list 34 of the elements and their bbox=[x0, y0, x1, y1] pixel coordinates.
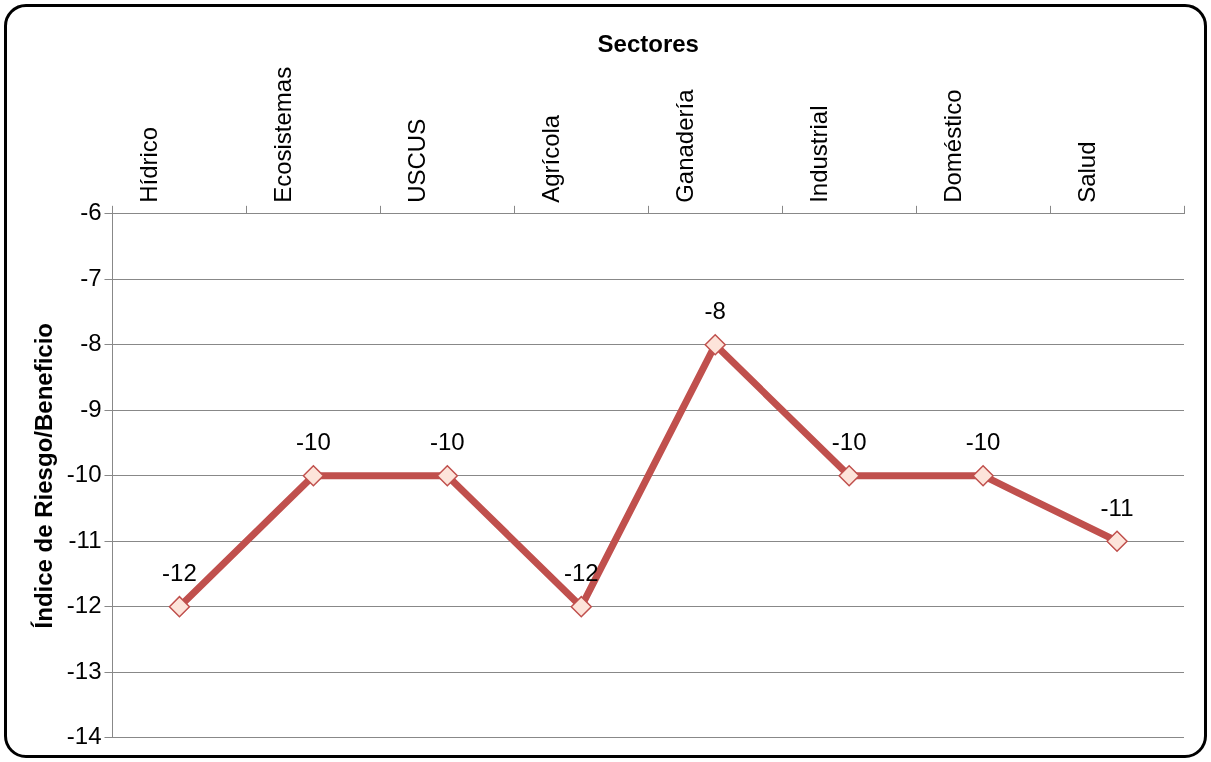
y-tick-label: -8 bbox=[80, 329, 102, 357]
x-tick-label: Hídrico bbox=[135, 126, 163, 203]
y-tick-label: -13 bbox=[66, 656, 102, 684]
y-tick-label: -14 bbox=[66, 722, 102, 750]
x-tick-label: Agrícola bbox=[537, 114, 565, 203]
x-axis-title: Sectores bbox=[597, 30, 699, 58]
x-tick-label: Ecosistemas bbox=[269, 66, 297, 203]
y-tick-label: -12 bbox=[66, 591, 102, 619]
data-label: -10 bbox=[831, 428, 867, 456]
point bbox=[972, 464, 994, 487]
data-label: -10 bbox=[965, 428, 1001, 456]
data-label: -12 bbox=[162, 559, 197, 587]
x-tick-label: Doméstico bbox=[938, 89, 966, 203]
point bbox=[570, 595, 593, 618]
y-tick-label: -10 bbox=[66, 460, 102, 488]
y-tick-label: -11 bbox=[68, 525, 102, 553]
point bbox=[436, 464, 459, 487]
point bbox=[838, 464, 860, 487]
y-tick-label: -7 bbox=[80, 263, 102, 291]
point bbox=[302, 464, 325, 487]
x-tick-label: Ganadería bbox=[671, 88, 699, 203]
x-tick-label: Industrial bbox=[804, 105, 832, 203]
y-tick-label: -6 bbox=[80, 198, 102, 226]
y-tick-label: -9 bbox=[80, 394, 102, 422]
x-tick-label: USCUS bbox=[403, 118, 431, 203]
data-label: -8 bbox=[704, 297, 726, 325]
data-label: -10 bbox=[429, 428, 465, 456]
data-label: -10 bbox=[296, 428, 331, 456]
point bbox=[1106, 530, 1128, 552]
point bbox=[168, 595, 191, 618]
point bbox=[704, 334, 726, 356]
x-tick-label: Salud bbox=[1072, 141, 1100, 203]
data-label: -11 bbox=[1100, 493, 1134, 521]
y-axis-title: Índice de Riesgo/Beneficio bbox=[30, 323, 58, 629]
